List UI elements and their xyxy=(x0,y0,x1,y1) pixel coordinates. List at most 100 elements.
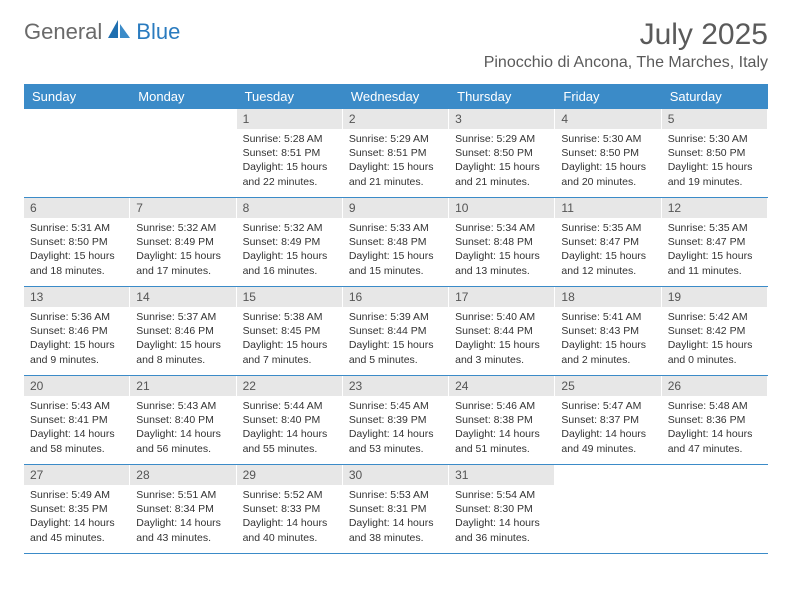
sunrise-line: Sunrise: 5:28 AM xyxy=(243,132,336,146)
day-cell: 27 Sunrise: 5:49 AMSunset: 8:35 PMDayligh… xyxy=(24,465,130,553)
sunrise-line: Sunrise: 5:32 AM xyxy=(136,221,229,235)
sunrise-line: Sunrise: 5:36 AM xyxy=(30,310,123,324)
daylight-line: Daylight: 14 hours and 38 minutes. xyxy=(349,516,442,544)
daylight-line: Daylight: 14 hours and 53 minutes. xyxy=(349,427,442,455)
sunset-line: Sunset: 8:48 PM xyxy=(349,235,442,249)
day-body: Sunrise: 5:30 AMSunset: 8:50 PMDaylight:… xyxy=(662,129,767,194)
sunrise-line: Sunrise: 5:31 AM xyxy=(30,221,123,235)
day-cell: 28Sunrise: 5:51 AMSunset: 8:34 PMDayligh… xyxy=(130,465,236,553)
sunset-line: Sunset: 8:49 PM xyxy=(136,235,229,249)
daylight-line: Daylight: 15 hours and 21 minutes. xyxy=(455,160,548,188)
day-body: Sunrise: 5:39 AMSunset: 8:44 PMDaylight:… xyxy=(343,307,448,372)
sunset-line: Sunset: 8:30 PM xyxy=(455,502,548,516)
day-cell: 21Sunrise: 5:43 AMSunset: 8:40 PMDayligh… xyxy=(130,376,236,464)
day-body: Sunrise: 5:43 AMSunset: 8:40 PMDaylight:… xyxy=(130,396,235,461)
day-body: Sunrise: 5:46 AMSunset: 8:38 PMDaylight:… xyxy=(449,396,554,461)
day-cell: 6Sunrise: 5:31 AMSunset: 8:50 PMDaylight… xyxy=(24,198,130,286)
day-number: 20 xyxy=(24,376,129,396)
sunrise-line: Sunrise: 5:45 AM xyxy=(349,399,442,413)
sunset-line: Sunset: 8:50 PM xyxy=(561,146,654,160)
day-cell: 9Sunrise: 5:33 AMSunset: 8:48 PMDaylight… xyxy=(343,198,449,286)
dow-cell: Sunday xyxy=(24,84,130,109)
sunrise-line: Sunrise: 5:38 AM xyxy=(243,310,336,324)
day-number: 28 xyxy=(130,465,235,485)
day-cell: 31Sunrise: 5:54 AMSunset: 8:30 PMDayligh… xyxy=(449,465,555,553)
sunrise-line: Sunrise: 5:29 AM xyxy=(455,132,548,146)
day-cell: 16Sunrise: 5:39 AMSunset: 8:44 PMDayligh… xyxy=(343,287,449,375)
day-cell: 1Sunrise: 5:28 AMSunset: 8:51 PMDaylight… xyxy=(237,109,343,197)
day-cell: 3Sunrise: 5:29 AMSunset: 8:50 PMDaylight… xyxy=(449,109,555,197)
day-body: Sunrise: 5:35 AMSunset: 8:47 PMDaylight:… xyxy=(662,218,767,283)
day-body: Sunrise: 5:34 AMSunset: 8:48 PMDaylight:… xyxy=(449,218,554,283)
sunset-line: Sunset: 8:34 PM xyxy=(136,502,229,516)
day-number: 18 xyxy=(555,287,660,307)
sunset-line: Sunset: 8:44 PM xyxy=(349,324,442,338)
daylight-line: Daylight: 14 hours and 40 minutes. xyxy=(243,516,336,544)
day-number: 11 xyxy=(555,198,660,218)
sunset-line: Sunset: 8:39 PM xyxy=(349,413,442,427)
day-cell: 5Sunrise: 5:30 AMSunset: 8:50 PMDaylight… xyxy=(662,109,768,197)
daylight-line: Daylight: 14 hours and 47 minutes. xyxy=(668,427,761,455)
sunrise-line: Sunrise: 5:29 AM xyxy=(349,132,442,146)
daylight-line: Daylight: 14 hours and 36 minutes. xyxy=(455,516,548,544)
sunrise-line: Sunrise: 5:49 AM xyxy=(30,488,123,502)
sunset-line: Sunset: 8:35 PM xyxy=(30,502,123,516)
day-cell: 2Sunrise: 5:29 AMSunset: 8:51 PMDaylight… xyxy=(343,109,449,197)
sunset-line: Sunset: 8:45 PM xyxy=(243,324,336,338)
sunrise-line: Sunrise: 5:43 AM xyxy=(30,399,123,413)
day-cell: 17Sunrise: 5:40 AMSunset: 8:44 PMDayligh… xyxy=(449,287,555,375)
day-number: 4 xyxy=(555,109,660,129)
week-row: 13Sunrise: 5:36 AMSunset: 8:46 PMDayligh… xyxy=(24,287,768,376)
day-cell: 10Sunrise: 5:34 AMSunset: 8:48 PMDayligh… xyxy=(449,198,555,286)
day-number: 31 xyxy=(449,465,554,485)
sunrise-line: Sunrise: 5:30 AM xyxy=(668,132,761,146)
daylight-line: Daylight: 15 hours and 8 minutes. xyxy=(136,338,229,366)
day-cell: 11Sunrise: 5:35 AMSunset: 8:47 PMDayligh… xyxy=(555,198,661,286)
day-body: Sunrise: 5:51 AMSunset: 8:34 PMDaylight:… xyxy=(130,485,235,550)
daylight-line: Daylight: 15 hours and 3 minutes. xyxy=(455,338,548,366)
daylight-line: Daylight: 14 hours and 51 minutes. xyxy=(455,427,548,455)
day-cell: 7Sunrise: 5:32 AMSunset: 8:49 PMDaylight… xyxy=(130,198,236,286)
daylight-line: Daylight: 15 hours and 5 minutes. xyxy=(349,338,442,366)
day-number: 26 xyxy=(662,376,767,396)
sunrise-line: Sunrise: 5:51 AM xyxy=(136,488,229,502)
day-number: 1 xyxy=(237,109,342,129)
day-body: Sunrise: 5:37 AMSunset: 8:46 PMDaylight:… xyxy=(130,307,235,372)
daylight-line: Daylight: 15 hours and 11 minutes. xyxy=(668,249,761,277)
day-number: 13 xyxy=(24,287,129,307)
day-number: 27 xyxy=(24,465,129,485)
day-number: 6 xyxy=(24,198,129,218)
daylight-line: Daylight: 15 hours and 16 minutes. xyxy=(243,249,336,277)
daylight-line: Daylight: 15 hours and 19 minutes. xyxy=(668,160,761,188)
sunrise-line: Sunrise: 5:33 AM xyxy=(349,221,442,235)
sunset-line: Sunset: 8:41 PM xyxy=(30,413,123,427)
day-body: Sunrise: 5:45 AMSunset: 8:39 PMDaylight:… xyxy=(343,396,448,461)
day-number: 8 xyxy=(237,198,342,218)
day-number: 30 xyxy=(343,465,448,485)
sunset-line: Sunset: 8:50 PM xyxy=(455,146,548,160)
title-block: July 2025 Pinocchio di Ancona, The March… xyxy=(484,18,768,72)
sunrise-line: Sunrise: 5:30 AM xyxy=(561,132,654,146)
day-body: Sunrise: 5:32 AMSunset: 8:49 PMDaylight:… xyxy=(130,218,235,283)
daylight-line: Daylight: 14 hours and 45 minutes. xyxy=(30,516,123,544)
dow-cell: Friday xyxy=(555,84,661,109)
sunrise-line: Sunrise: 5:41 AM xyxy=(561,310,654,324)
sunset-line: Sunset: 8:46 PM xyxy=(136,324,229,338)
daylight-line: Daylight: 15 hours and 15 minutes. xyxy=(349,249,442,277)
day-body: Sunrise: 5:54 AMSunset: 8:30 PMDaylight:… xyxy=(449,485,554,550)
day-number: 16 xyxy=(343,287,448,307)
week-row: 6Sunrise: 5:31 AMSunset: 8:50 PMDaylight… xyxy=(24,198,768,287)
week-row: 1Sunrise: 5:28 AMSunset: 8:51 PMDaylight… xyxy=(24,109,768,198)
daylight-line: Daylight: 15 hours and 13 minutes. xyxy=(455,249,548,277)
day-cell: 14Sunrise: 5:37 AMSunset: 8:46 PMDayligh… xyxy=(130,287,236,375)
daylight-line: Daylight: 15 hours and 12 minutes. xyxy=(561,249,654,277)
sunset-line: Sunset: 8:40 PM xyxy=(243,413,336,427)
brand-part1: General xyxy=(24,19,102,45)
day-number: 7 xyxy=(130,198,235,218)
sunset-line: Sunset: 8:42 PM xyxy=(668,324,761,338)
day-cell: 18Sunrise: 5:41 AMSunset: 8:43 PMDayligh… xyxy=(555,287,661,375)
dow-cell: Wednesday xyxy=(343,84,449,109)
sunrise-line: Sunrise: 5:35 AM xyxy=(668,221,761,235)
dow-cell: Saturday xyxy=(662,84,768,109)
day-number: 5 xyxy=(662,109,767,129)
